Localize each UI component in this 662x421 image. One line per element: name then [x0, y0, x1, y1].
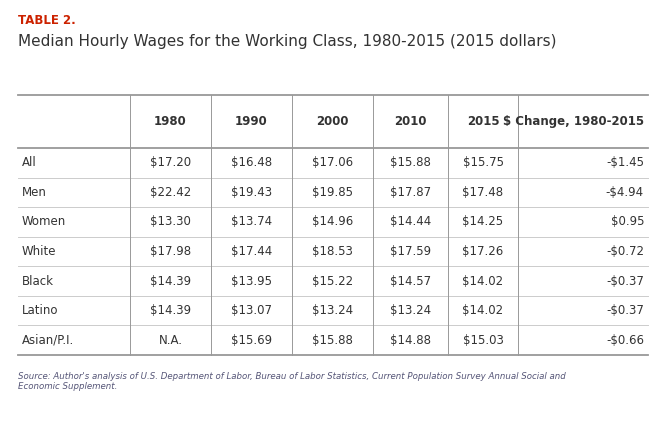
Text: Men: Men [22, 186, 47, 199]
Text: 2010: 2010 [395, 115, 427, 128]
Text: Black: Black [22, 274, 54, 288]
Text: $17.87: $17.87 [390, 186, 431, 199]
Text: Asian/P.I.: Asian/P.I. [22, 334, 74, 347]
Text: -$4.94: -$4.94 [606, 186, 644, 199]
Text: $13.07: $13.07 [231, 304, 272, 317]
Text: N.A.: N.A. [158, 334, 183, 347]
Text: $18.53: $18.53 [312, 245, 353, 258]
Text: 2015: 2015 [467, 115, 499, 128]
Text: $0.95: $0.95 [610, 216, 644, 229]
Text: $19.43: $19.43 [231, 186, 272, 199]
Text: -$1.45: -$1.45 [606, 156, 644, 169]
Text: $14.39: $14.39 [150, 304, 191, 317]
Text: Latino: Latino [22, 304, 58, 317]
Text: $14.88: $14.88 [390, 334, 431, 347]
Text: $15.22: $15.22 [312, 274, 353, 288]
Text: $17.98: $17.98 [150, 245, 191, 258]
Text: $17.48: $17.48 [463, 186, 504, 199]
Text: $13.24: $13.24 [390, 304, 431, 317]
Text: $17.59: $17.59 [390, 245, 431, 258]
Text: $ Change, 1980-2015: $ Change, 1980-2015 [503, 115, 644, 128]
Text: $16.48: $16.48 [231, 156, 272, 169]
Text: $13.74: $13.74 [231, 216, 272, 229]
Text: TABLE 2.: TABLE 2. [18, 14, 75, 27]
Text: $14.39: $14.39 [150, 274, 191, 288]
Text: -$0.37: -$0.37 [606, 304, 644, 317]
Text: $13.24: $13.24 [312, 304, 353, 317]
Text: -$0.72: -$0.72 [606, 245, 644, 258]
Text: Women: Women [22, 216, 66, 229]
Text: $13.95: $13.95 [231, 274, 272, 288]
Text: $14.02: $14.02 [463, 304, 504, 317]
Text: Median Hourly Wages for the Working Class, 1980-2015 (2015 dollars): Median Hourly Wages for the Working Clas… [18, 34, 557, 49]
Text: Source: Author's analysis of U.S. Department of Labor, Bureau of Labor Statistic: Source: Author's analysis of U.S. Depart… [18, 372, 566, 392]
Text: $17.20: $17.20 [150, 156, 191, 169]
Text: $15.88: $15.88 [390, 156, 431, 169]
Text: $15.03: $15.03 [463, 334, 503, 347]
Text: $13.30: $13.30 [150, 216, 191, 229]
Text: $15.69: $15.69 [231, 334, 272, 347]
Text: $14.02: $14.02 [463, 274, 504, 288]
Text: $14.25: $14.25 [463, 216, 504, 229]
Text: All: All [22, 156, 37, 169]
Text: 1980: 1980 [154, 115, 187, 128]
Text: $14.96: $14.96 [312, 216, 353, 229]
Text: 2000: 2000 [316, 115, 349, 128]
Text: $15.75: $15.75 [463, 156, 504, 169]
Text: 1990: 1990 [235, 115, 268, 128]
Text: $14.44: $14.44 [390, 216, 431, 229]
Text: $17.26: $17.26 [462, 245, 504, 258]
Text: $17.06: $17.06 [312, 156, 353, 169]
Text: -$0.66: -$0.66 [606, 334, 644, 347]
Text: -$0.37: -$0.37 [606, 274, 644, 288]
Text: $15.88: $15.88 [312, 334, 353, 347]
Text: $19.85: $19.85 [312, 186, 353, 199]
Text: $22.42: $22.42 [150, 186, 191, 199]
Text: White: White [22, 245, 56, 258]
Text: $14.57: $14.57 [390, 274, 431, 288]
Text: $17.44: $17.44 [231, 245, 272, 258]
